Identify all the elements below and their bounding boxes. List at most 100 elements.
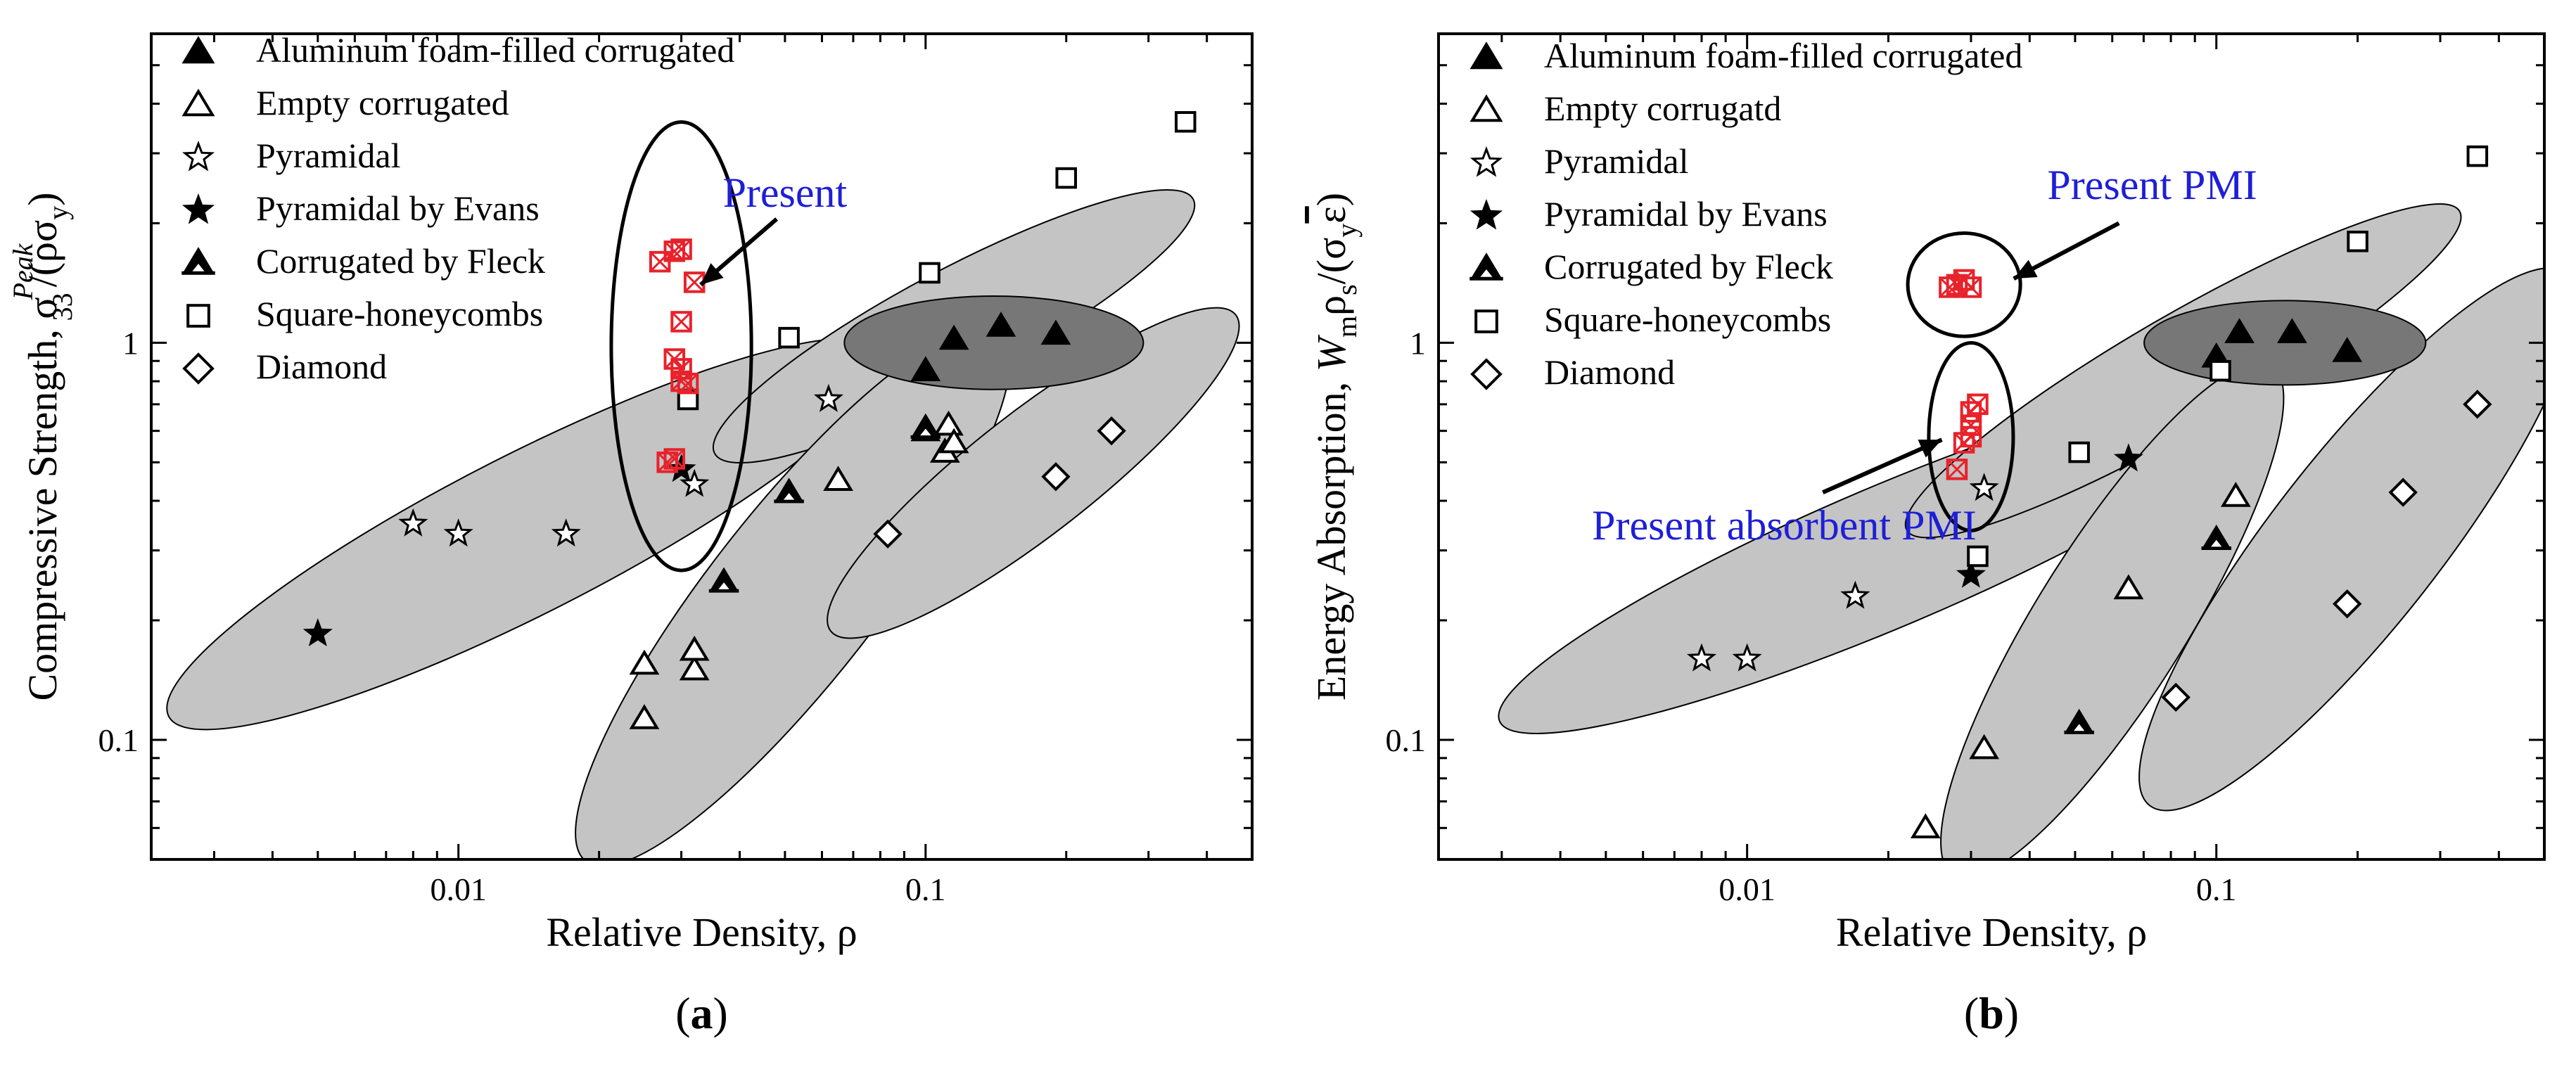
data-point [1174,111,1197,133]
series-present [649,238,706,473]
x-tick-label: 0.01 [1719,871,1775,907]
series-pyramidal-by-evans [1956,443,2143,588]
data-point [2332,337,2363,362]
annotation: Present [699,169,848,287]
data-point [933,410,964,436]
data-point [823,466,853,491]
annotation-text: Present [723,169,848,216]
panel-label: (b) [1964,988,2019,1038]
series-square-honeycombs [1967,145,2489,568]
data-point [1960,276,1982,298]
legend-entry: Pyramidal by Evans [256,188,540,228]
ellipse-outline-5 [609,120,753,572]
legend-marker [1474,309,1498,333]
data-point [1967,393,1989,416]
data-point [680,468,710,497]
legend-entry: Empty corrugated [256,83,509,122]
legend-entry: Square-honeycombs [1544,300,1831,339]
legend-entry: Pyramidal [1544,141,1689,181]
data-point [663,448,686,470]
annotation-arrowhead [2013,260,2038,279]
data-point [778,326,800,349]
data-point [2463,390,2492,419]
series-diamond [2161,390,2492,712]
y-axis-label: Compressive Strength, σPeak33/(ρσy) [7,192,78,700]
legend-marker [181,247,215,275]
data-point [774,478,804,504]
data-point [2224,318,2255,343]
legend-entry: Pyramidal by Evans [1544,194,1828,233]
data-point [873,519,903,549]
data-point [629,704,660,729]
plot-frame [150,32,1254,861]
legend-entry: Pyramidal [256,136,401,175]
data-point [2113,574,2144,600]
x-tick-label: 0.1 [2196,871,2237,907]
legend-marker [181,36,215,64]
x-axis-label: Relative Density, ρ [546,909,857,955]
data-point [679,635,710,661]
data-point [670,370,692,392]
y-tick-label: 0.1 [1386,722,1427,758]
ellipse-outline-6 [1927,341,2015,532]
legend-marker [186,304,210,328]
data-point [2064,708,2095,734]
legend-entry: Empty corrugatd [1544,89,1781,128]
legend-marker [1469,94,1503,122]
axis-ticks [151,32,1254,861]
series-aluminum-foam-filled-corrugated [2201,318,2363,368]
data-point [629,649,660,675]
data-point [1956,559,1986,588]
data-point [1055,167,1077,189]
y-tick-label: 1 [1410,325,1426,361]
annotation: Present PMI [2013,162,2257,281]
series-diamond [873,416,1126,549]
series-corrugated-by-fleck [708,413,941,593]
legend-entry: Diamond [256,347,387,386]
annotation-text: Present PMI [2047,162,2257,208]
legend-entry: Aluminum foam-filled corrugated [1544,36,2022,75]
legend-marker [181,193,215,224]
legend-marker [181,140,215,172]
data-point [910,356,941,381]
data-point [986,312,1016,337]
ellipse-outline-5 [1906,231,2022,338]
data-point [1686,643,1717,672]
annotation-arrowhead [1918,440,1942,458]
data-point [1840,580,1870,609]
ellipse-dark-4 [843,295,1144,390]
data-point [670,238,692,260]
data-point [708,567,739,593]
data-point [2388,478,2418,507]
data-point [938,324,969,350]
data-point [1946,459,1968,480]
legend-marker [1469,41,1503,70]
data-point [1097,416,1126,446]
series-pyramidal [398,383,843,547]
series-empty-corrugatd [1910,482,2251,839]
data-point [1040,319,1071,345]
plot-frame [1437,32,2546,861]
data-point [443,518,473,547]
series-aluminum-foam-filled-corrugated [910,312,1071,381]
data-point [1969,473,1999,501]
panel-b-chart: 0.01 0.1 0.1 1 Relative Density, ρ Energy Abs… [1308,32,2546,1038]
data-point [2333,589,2362,619]
annotation-text: Present absorbent PMI [1592,502,1977,549]
y-tick-label: 1 [122,325,139,361]
x-axis-label: Relative Density, ρ [1836,909,2147,955]
data-point [1910,813,1941,839]
series-pyramidal [1686,473,1999,672]
data-point [2347,230,2368,252]
data-point [1041,462,1071,492]
legend: Aluminum foam-filled corrugated Empty cor… [1469,36,2022,392]
data-point [2276,318,2307,343]
legend-marker [1469,252,1503,281]
legend-marker [182,352,215,385]
data-point [910,413,941,439]
data-point [302,618,333,647]
legend-marker [181,89,215,117]
x-tick-label: 0.1 [905,871,946,907]
legend-entry: Square-honeycombs [256,294,543,333]
